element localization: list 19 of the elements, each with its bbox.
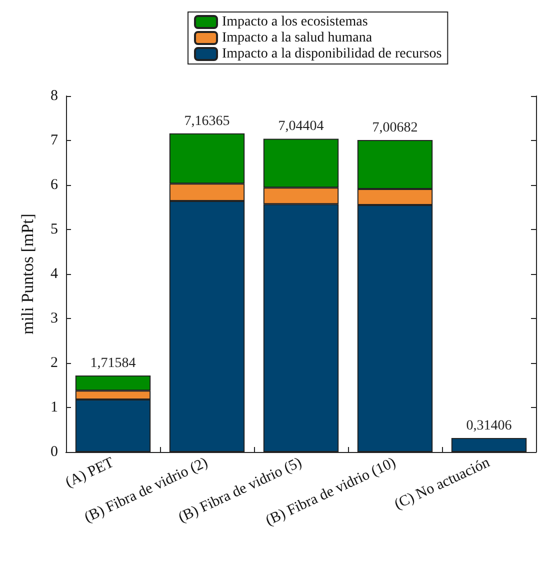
y-tick-label: 6 [50, 177, 58, 193]
y-axis-title: mili Puntos [mPt] [18, 214, 37, 334]
total-label: 7,04404 [278, 119, 324, 134]
total-label: 1,71584 [90, 356, 136, 371]
y-tick-label: 5 [50, 222, 58, 238]
legend-label: Impacto a la disponibilidad de recursos [222, 46, 442, 62]
y-tick-label: 0 [50, 444, 58, 460]
x-tick-label: (A) PET [63, 454, 116, 491]
total-label: 7,16365 [184, 114, 230, 129]
total-label: 0,31406 [466, 418, 512, 434]
y-tick-label: 3 [50, 310, 58, 326]
y-tick-label: 1 [50, 400, 58, 416]
y-tick-label: 8 [50, 88, 58, 104]
y-tick-label: 4 [50, 266, 58, 282]
legend-label: Impacto a la salud humana [222, 30, 373, 46]
total-label: 7,00682 [372, 120, 418, 136]
legend-label: Impacto a los ecosistemas [222, 14, 368, 30]
y-tick-label: 2 [50, 355, 58, 371]
y-tick-label: 7 [50, 132, 58, 148]
